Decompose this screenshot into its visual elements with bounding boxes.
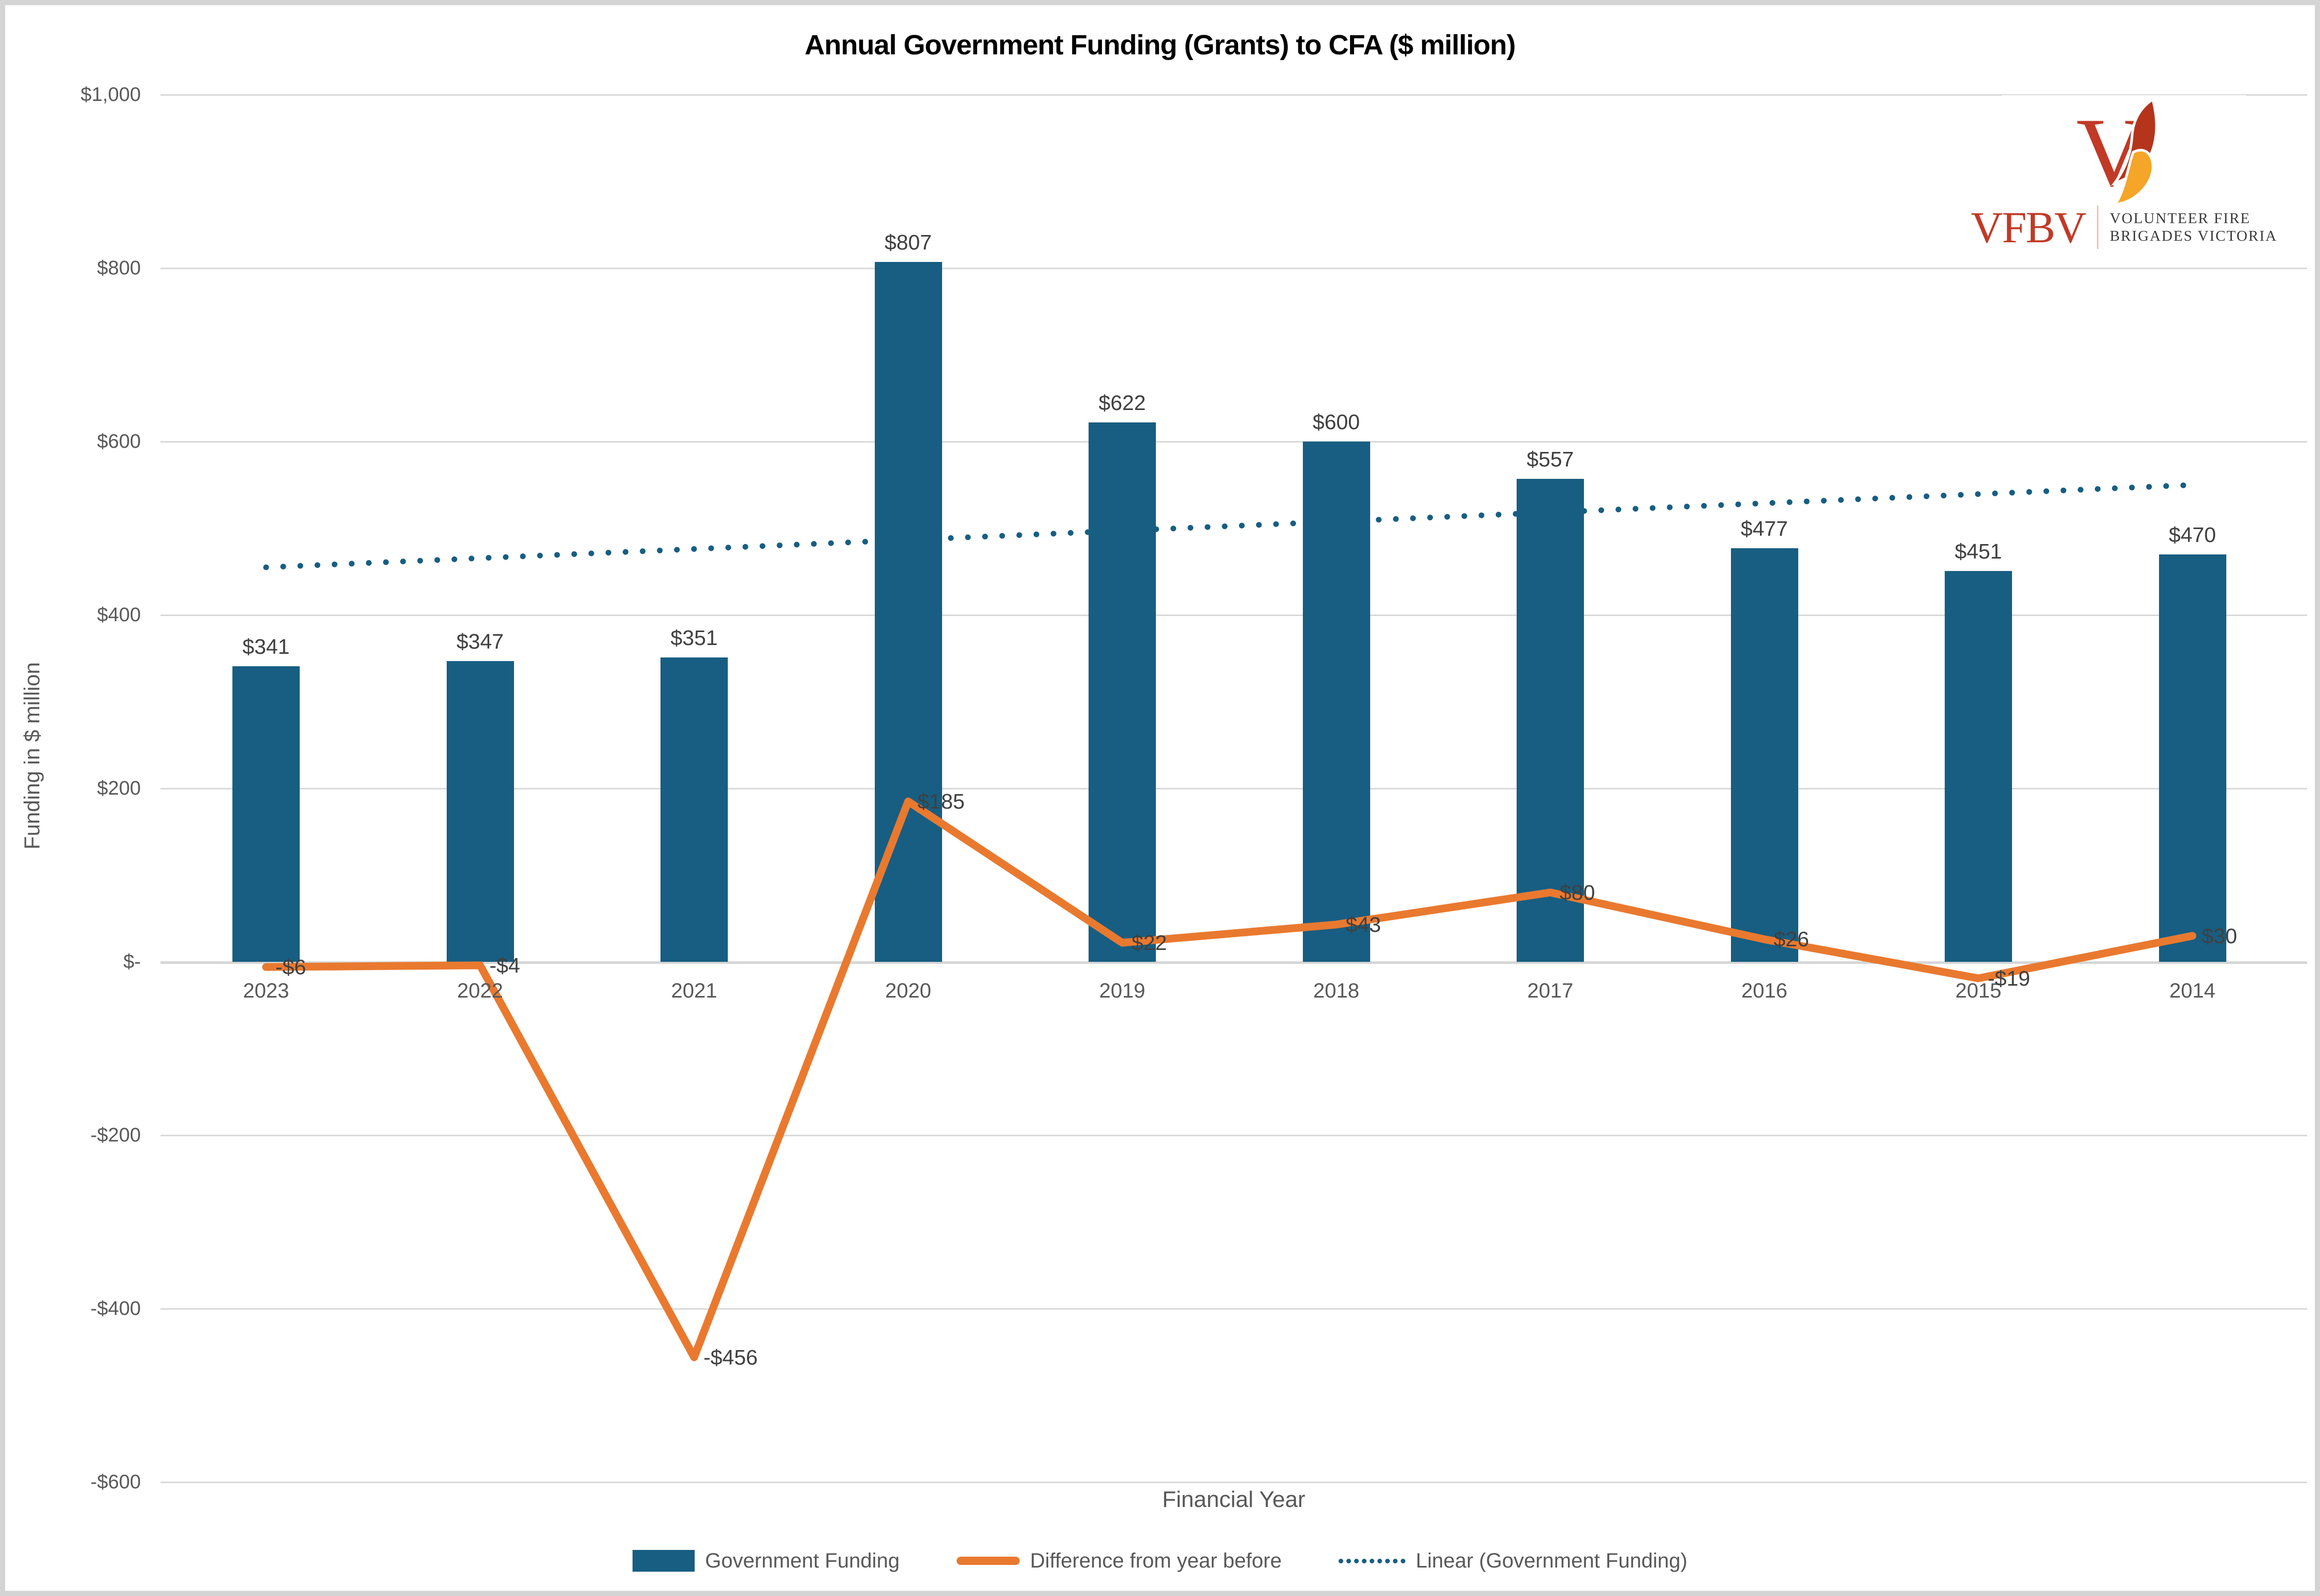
legend-label: Difference from year before [1030,1549,1282,1572]
gridline [160,1308,2307,1310]
legend-item-difference[interactable]: Difference from year before [956,1549,1282,1573]
logo-flame-red [2110,98,2158,186]
y-tick-label: -$600 [90,1471,141,1493]
gridline [160,961,2307,964]
bar-value-label: $341 [242,634,290,658]
x-tick-label-2022: 2022 [457,979,503,1002]
difference-value-label: -$456 [703,1345,758,1369]
bar-value-label: $807 [884,230,932,255]
logo-name: VOLUNTEER FIRE BRIGADES VICTORIA [2110,210,2278,245]
x-tick-label-2019: 2019 [1099,979,1146,1002]
bar-value-label: $600 [1312,410,1360,434]
bar-2022[interactable] [446,661,514,962]
chart-title: Annual Government Funding (Grants) to CF… [804,30,1516,61]
x-tick-label-2021: 2021 [671,979,717,1002]
gridline [160,1481,2307,1483]
gridline [160,94,2307,96]
y-tick-label: $200 [97,778,141,799]
y-tick-label: $600 [97,431,141,452]
logo-name-line1: VOLUNTEER FIRE [2109,210,2251,227]
vfbv-logo: V VFBV VOLUNTEER FIRE BRIGADES VICTORIA [1971,95,2277,266]
bar-value-label: $477 [1740,517,1788,541]
chart-legend: Government Funding Difference from year … [5,1532,2315,1589]
y-tick-label: $- [123,951,141,973]
logo-acronym: VFBV [1971,202,2086,252]
bar-2016[interactable] [1730,548,1798,962]
difference-value-label: $185 [917,789,965,814]
gridline [160,787,2307,789]
y-tick-label: $800 [97,257,141,279]
bar-value-label: $347 [456,629,504,653]
x-tick-label-2014: 2014 [2169,979,2215,1002]
x-tick-label-2016: 2016 [1741,979,1787,1002]
bar-value-label: $470 [2168,522,2216,547]
x-tick-label-2017: 2017 [1527,979,1574,1002]
legend-item-government-funding[interactable]: Government Funding [633,1549,900,1573]
difference-line [262,797,2196,1361]
difference-value-label: -$4 [489,953,520,977]
bar-2019[interactable] [1089,422,1156,962]
gridline [160,1134,2307,1136]
x-tick-label-2018: 2018 [1313,979,1359,1002]
bar-value-label: $622 [1098,391,1146,415]
bar-2018[interactable] [1302,442,1370,962]
x-axis-title: Financial Year [1162,1487,1305,1512]
difference-value-label: $80 [1560,881,1595,904]
bar-value-label: $351 [670,626,718,650]
flame-v-icon: V [2076,98,2158,204]
difference-value-label: $30 [2201,924,2237,948]
y-tick-label: -$400 [90,1298,141,1320]
difference-value-label: $43 [1345,912,1381,936]
legend-label: Linear (Government Funding) [1416,1549,1687,1572]
y-tick-label: $400 [97,604,141,626]
bar-2021[interactable] [660,657,728,962]
gridline [160,614,2307,616]
difference-value-label: $22 [1132,931,1167,955]
logo-flame-orange [2113,149,2154,204]
bar-2017[interactable] [1517,479,1584,962]
bar-value-label: $451 [1955,539,2002,563]
difference-value-label: -$19 [1988,966,2031,990]
bar-2023[interactable] [232,666,300,962]
gridline [160,441,2307,443]
legend-label: Government Funding [705,1549,900,1572]
difference-line-layer [262,797,2196,1361]
x-tick-label-2023: 2023 [243,979,289,1002]
x-tick-label-2020: 2020 [885,979,931,1002]
bar-2020[interactable] [874,262,942,962]
bar-swatch-icon [633,1550,695,1572]
bar-value-label: $557 [1526,447,1574,472]
legend-item-linear[interactable]: Linear (Government Funding) [1339,1549,1687,1573]
logo-name-line2: BRIGADES VICTORIA [2109,228,2278,244]
y-tick-label: -$200 [90,1124,141,1146]
difference-value-label: $26 [1773,927,1809,951]
difference-value-label: -$6 [275,955,306,979]
y-tick-label: $1,000 [80,84,141,106]
bar-2014[interactable] [2159,554,2226,962]
bar-2015[interactable] [1945,570,2012,962]
gridline [160,267,2307,269]
logo-divider [2096,206,2098,249]
dotted-swatch-icon [1339,1558,1406,1563]
x-tick-label-2015: 2015 [1955,979,2002,1002]
line-swatch-icon [956,1557,1020,1565]
